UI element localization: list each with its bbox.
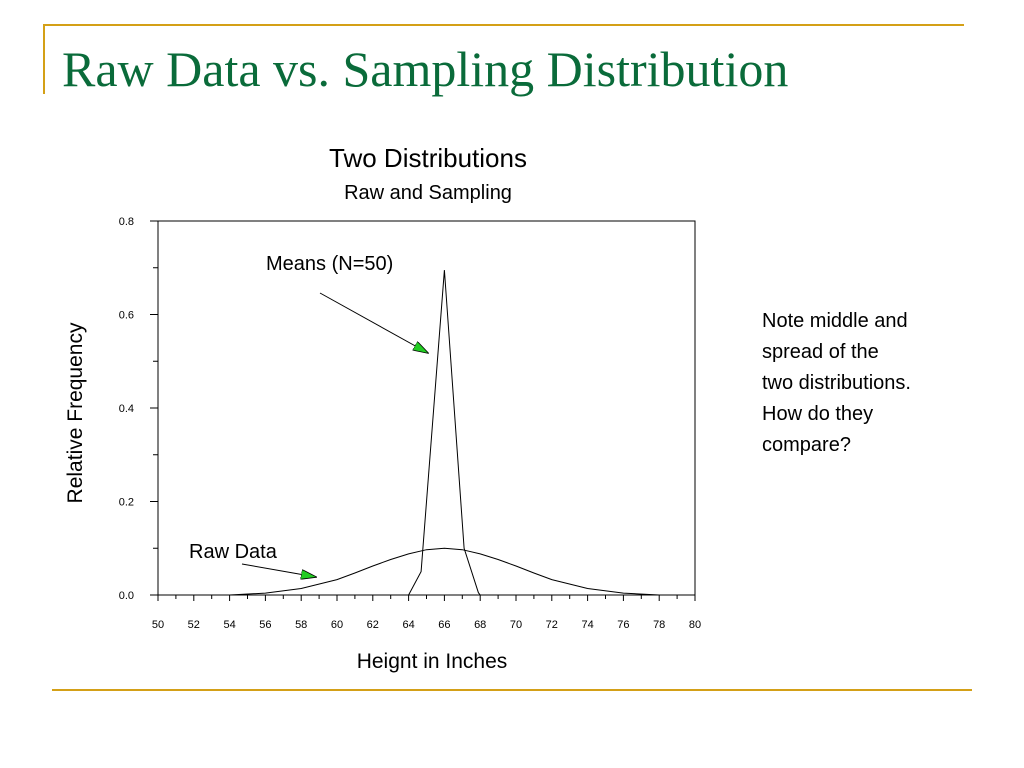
note-text: Note middle and spread of the two distri… [762, 306, 992, 461]
frame-bottom-rule [52, 689, 972, 691]
frame-top-rule [44, 24, 964, 26]
raw-data-annotation: Raw Data [189, 541, 278, 563]
plot-frame [157, 220, 696, 596]
x-tick-label: 66 [438, 619, 450, 631]
x-tick-label: 56 [259, 619, 271, 631]
note-line: Note middle and [762, 310, 908, 332]
raw-data-line [229, 547, 660, 596]
y-tick-label: 0.0 [119, 590, 134, 602]
slide-title: Raw Data vs. Sampling Distribution [62, 41, 789, 97]
x-tick-label: 64 [402, 619, 414, 631]
x-tick-label: 60 [331, 619, 343, 631]
x-tick-label: 70 [510, 619, 522, 631]
means-line [408, 270, 481, 596]
note-line: How do they [762, 403, 874, 425]
x-tick-label: 80 [689, 619, 701, 631]
x-tick-label: 68 [474, 619, 486, 631]
note-line: two distributions. [762, 372, 911, 394]
x-tick-label: 74 [581, 619, 593, 631]
x-tick-label: 62 [367, 619, 379, 631]
y-tick-label: 0.6 [119, 310, 134, 322]
chart-subtitle: Raw and Sampling [344, 182, 512, 204]
note-line: compare? [762, 434, 851, 456]
x-tick-label: 58 [295, 619, 307, 631]
plot-area: 50 52 54 56 58 60 62 64 66 68 70 72 74 76 78 80 0.0 0.2 0.… [119, 216, 701, 631]
x-tick-label: 54 [223, 619, 235, 631]
x-tick-label: 72 [546, 619, 558, 631]
x-tick-label: 76 [617, 619, 629, 631]
y-tick-label: 0.2 [119, 497, 134, 509]
note-line: spread of the [762, 341, 879, 363]
x-tick-label: 52 [188, 619, 200, 631]
annotation-arrow [241, 563, 316, 577]
x-axis-label: Heignt in Inches [357, 650, 508, 673]
annotation-arrow [319, 292, 428, 353]
frame-left-rule [43, 24, 45, 94]
means-annotation: Means (N=50) [266, 253, 393, 275]
x-tick-label: 78 [653, 619, 665, 631]
y-tick-label: 0.4 [119, 403, 134, 415]
y-axis-label: Relative Frequency [64, 322, 87, 503]
x-tick-label: 50 [152, 619, 164, 631]
chart-title: Two Distributions [329, 143, 527, 173]
y-tick-label: 0.8 [119, 216, 134, 228]
